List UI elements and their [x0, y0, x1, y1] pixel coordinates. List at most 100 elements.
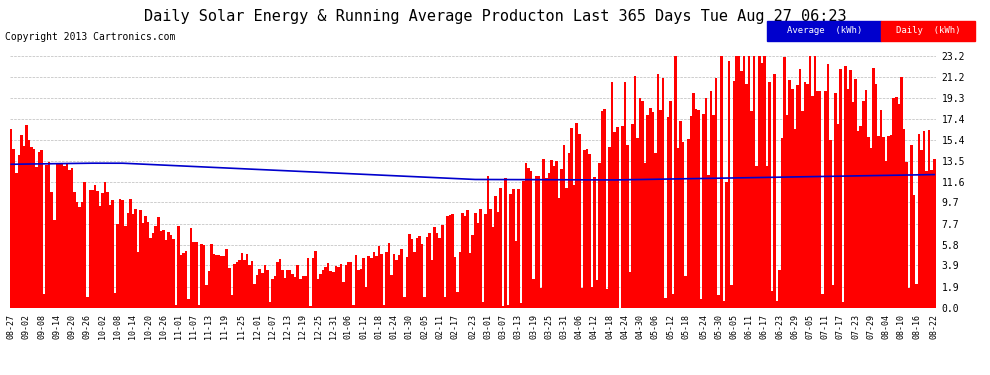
Bar [360, 269, 362, 308]
Bar [533, 279, 535, 308]
Bar [18, 155, 20, 308]
Bar [794, 129, 796, 308]
Bar [291, 274, 294, 308]
Bar [659, 110, 661, 308]
Bar [753, 56, 755, 308]
Bar [543, 159, 545, 308]
Bar [568, 153, 570, 308]
Bar [147, 222, 149, 308]
Bar [840, 69, 842, 308]
Bar [309, 306, 312, 308]
Bar [408, 234, 411, 308]
Bar [661, 78, 664, 308]
Bar [528, 168, 530, 308]
Bar [169, 235, 172, 308]
Bar [109, 205, 111, 308]
Bar [846, 89, 849, 308]
Bar [10, 129, 13, 308]
Bar [111, 200, 114, 308]
Bar [304, 276, 307, 308]
Bar [593, 177, 596, 308]
Bar [248, 265, 250, 308]
Bar [172, 240, 175, 308]
Bar [770, 291, 773, 308]
Bar [664, 298, 666, 307]
Bar [239, 260, 241, 308]
Bar [180, 255, 182, 308]
Bar [469, 253, 471, 308]
Bar [487, 176, 489, 308]
Bar [560, 169, 562, 308]
Bar [731, 285, 733, 308]
Bar [849, 70, 851, 308]
Bar [372, 252, 375, 308]
Bar [601, 111, 603, 308]
Bar [474, 213, 476, 308]
Bar [312, 258, 314, 308]
Bar [357, 270, 360, 308]
Bar [867, 137, 869, 308]
Bar [332, 272, 335, 308]
Bar [91, 190, 94, 308]
Bar [317, 279, 320, 308]
Bar [776, 301, 778, 307]
Bar [36, 167, 38, 308]
Bar [672, 294, 674, 307]
Bar [903, 129, 905, 308]
Bar [400, 249, 403, 308]
Bar [33, 149, 36, 308]
Bar [149, 238, 151, 308]
Bar [88, 190, 91, 308]
Bar [822, 294, 824, 308]
Bar [824, 91, 827, 308]
Bar [385, 252, 388, 308]
Bar [151, 233, 154, 308]
Bar [261, 273, 263, 308]
Bar [725, 182, 728, 308]
Text: Daily  (kWh): Daily (kWh) [896, 26, 960, 36]
Bar [674, 56, 677, 308]
Bar [416, 238, 418, 308]
Bar [763, 56, 765, 308]
Bar [458, 252, 461, 308]
Bar [684, 276, 687, 308]
Bar [94, 184, 96, 308]
Bar [837, 124, 840, 308]
Bar [900, 78, 903, 308]
Bar [736, 56, 738, 308]
Bar [268, 302, 271, 307]
Bar [271, 279, 273, 308]
Bar [86, 297, 88, 307]
Bar [562, 146, 565, 308]
Bar [320, 274, 322, 308]
Bar [525, 163, 528, 308]
Bar [28, 140, 30, 308]
Bar [713, 115, 715, 308]
Bar [481, 302, 484, 307]
Bar [791, 89, 794, 308]
Bar [913, 195, 916, 308]
Bar [81, 202, 83, 308]
Bar [286, 270, 289, 308]
Text: Average  (kWh): Average (kWh) [786, 26, 862, 36]
Bar [535, 177, 538, 308]
Bar [921, 150, 923, 308]
Bar [827, 64, 829, 308]
Bar [778, 270, 781, 308]
Bar [931, 170, 933, 308]
Bar [383, 305, 385, 308]
Bar [365, 286, 367, 308]
Bar [250, 261, 253, 308]
Bar [349, 262, 352, 308]
Bar [583, 150, 585, 308]
Bar [244, 260, 246, 308]
Bar [253, 284, 255, 308]
Bar [862, 100, 864, 308]
Bar [591, 287, 593, 308]
Bar [905, 162, 908, 308]
Bar [603, 110, 606, 308]
Bar [198, 305, 200, 308]
Bar [63, 166, 65, 308]
Bar [898, 104, 900, 308]
Bar [494, 196, 497, 308]
